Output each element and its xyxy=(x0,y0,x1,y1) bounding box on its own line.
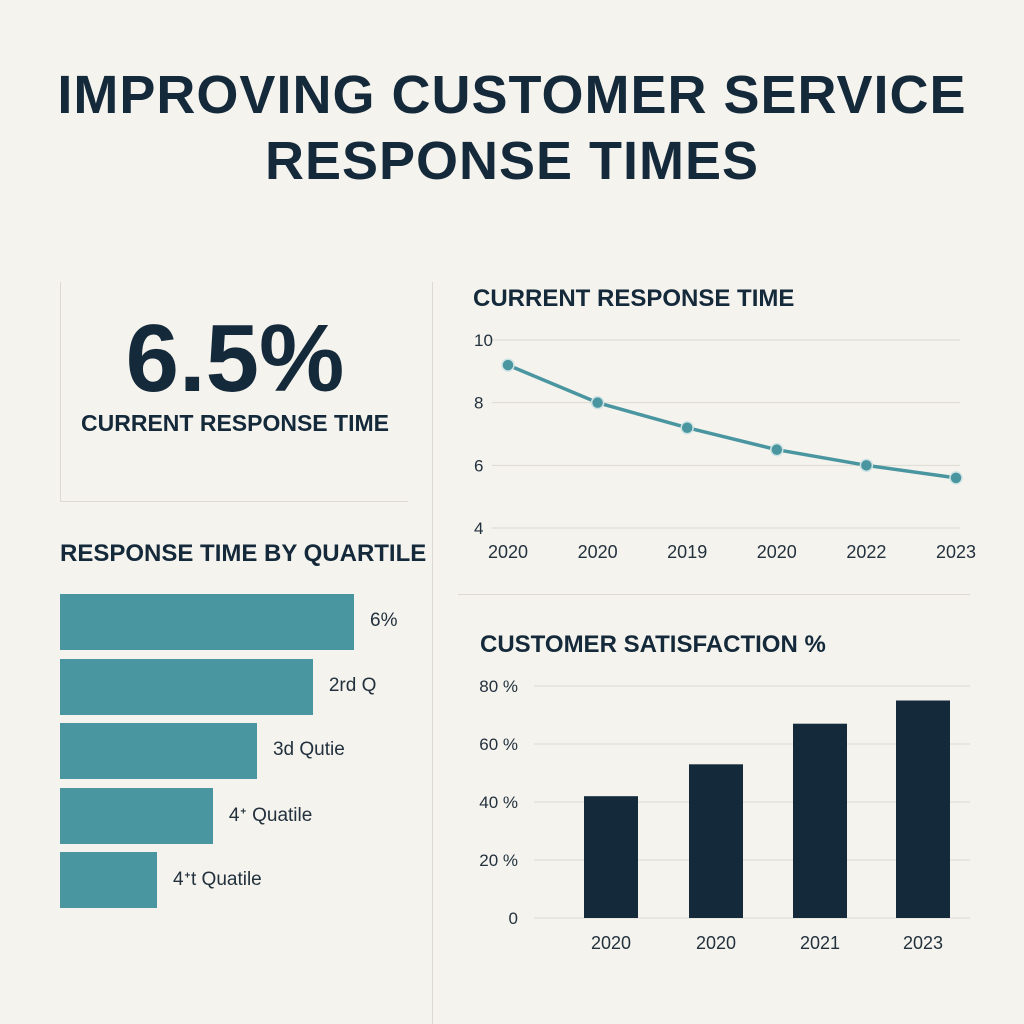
quartile-bar-label: 4ᐩ Quatile xyxy=(228,804,313,826)
response-time-line-chart: 4 6 8 10 2020 2020 2019 2020 2022 2023 xyxy=(474,331,976,562)
x-tick-label: 2019 xyxy=(667,542,707,562)
x-tick-label: 2023 xyxy=(903,933,943,953)
y-tick-label: 20 % xyxy=(479,851,518,870)
kpi-card: 6.5% CURRENT RESPONSE TIME xyxy=(60,282,408,502)
quartile-bar xyxy=(60,594,354,650)
quartile-bar-label: 6% xyxy=(370,610,398,631)
x-tick-label: 2020 xyxy=(696,933,736,953)
x-tick-label: 2022 xyxy=(846,542,886,562)
x-tick-label: 2023 xyxy=(936,542,976,562)
data-point xyxy=(680,420,694,435)
quartile-bar xyxy=(60,787,213,844)
x-tick-label: 2020 xyxy=(488,542,528,562)
satisfaction-chart-title: CUSTOMER SATISFACTION % xyxy=(480,631,826,658)
data-point xyxy=(770,442,784,457)
satisfaction-bar xyxy=(896,700,950,918)
kpi-label: CURRENT RESPONSE TIME xyxy=(81,410,389,436)
y-tick-label: 6 xyxy=(474,456,483,475)
satisfaction-bar-chart: 0 20 % 40 % 60 % 80 % 2020 2020 2021 2023 xyxy=(479,677,970,953)
data-point xyxy=(949,471,963,485)
y-tick-label: 80 % xyxy=(479,677,518,696)
satisfaction-bar xyxy=(793,723,847,918)
y-tick-label: 4 xyxy=(474,519,483,538)
quartile-bar xyxy=(60,723,257,779)
page-title: IMPROVING CUSTOMER SERVICE RESPONSE TIME… xyxy=(0,62,1024,194)
page-title-line-2: RESPONSE TIMES xyxy=(264,131,760,191)
y-tick-label: 0 xyxy=(509,909,518,928)
quartile-chart-title: RESPONSE TIME BY QUARTILE xyxy=(60,540,427,567)
x-tick-label: 2020 xyxy=(591,933,631,953)
quartile-bar xyxy=(60,658,313,715)
y-tick-label: 40 % xyxy=(479,793,518,812)
y-tick-label: 60 % xyxy=(479,735,518,754)
right-panel-divider xyxy=(458,594,970,595)
kpi-value: 6.5% xyxy=(125,305,345,412)
x-tick-label: 2021 xyxy=(800,933,840,953)
y-tick-label: 8 xyxy=(474,394,483,413)
quartile-bar-label: 4ᐩt Quatile xyxy=(173,869,262,890)
data-point xyxy=(859,458,874,473)
y-tick-label: 10 xyxy=(474,331,493,350)
vertical-divider xyxy=(432,282,433,1024)
data-point xyxy=(501,358,515,372)
x-tick-label: 2020 xyxy=(578,542,618,562)
x-tick-label: 2020 xyxy=(757,542,797,562)
satisfaction-bar xyxy=(689,764,743,918)
quartile-bar xyxy=(60,852,158,908)
quartile-bar-label: 2rd Q xyxy=(328,674,377,696)
data-point xyxy=(590,395,605,410)
response-time-chart-title: CURRENT RESPONSE TIME xyxy=(473,285,795,312)
quartile-bar-label: 3d Qutie xyxy=(272,739,345,760)
series-line xyxy=(507,363,957,480)
page-title-line-1: IMPROVING CUSTOMER SERVICE xyxy=(57,65,967,125)
satisfaction-bar xyxy=(584,796,638,918)
